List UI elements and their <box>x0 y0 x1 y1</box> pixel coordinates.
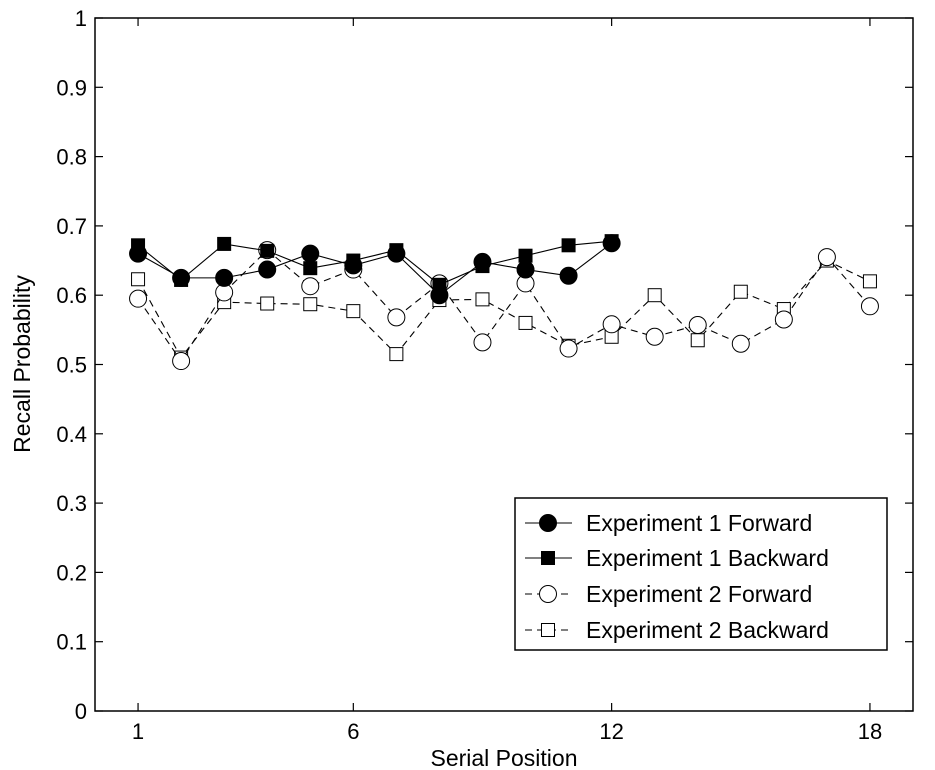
data-point <box>430 286 449 305</box>
data-point <box>387 308 406 327</box>
x-tick-label: 6 <box>347 719 359 744</box>
data-point <box>602 234 621 253</box>
data-point <box>258 260 277 279</box>
data-point <box>645 327 664 346</box>
legend-marker <box>539 514 557 532</box>
data-point <box>688 315 707 334</box>
data-point <box>303 297 318 312</box>
data-point <box>260 296 275 311</box>
legend-label: Experiment 2 Backward <box>586 617 829 643</box>
data-point <box>473 252 492 271</box>
y-tick-label: 0.7 <box>56 214 87 239</box>
legend-item: Experiment 2 Backward <box>525 617 829 643</box>
data-point <box>561 238 576 253</box>
data-point <box>690 333 705 348</box>
axis-ticks: 0 0.1 0.2 0.3 0.4 0.5 0.6 0.7 0.8 0.9 1 1 6 12 18 <box>56 6 913 744</box>
y-tick-label: 0.3 <box>56 491 87 516</box>
data-point <box>301 244 320 263</box>
y-tick-label: 0.8 <box>56 145 87 170</box>
data-point <box>389 347 404 362</box>
legend-marker <box>541 623 555 637</box>
data-point <box>260 243 275 258</box>
series-line <box>137 259 871 359</box>
legend-label: Experiment 1 Forward <box>586 510 812 536</box>
legend-item: Experiment 1 Backward <box>525 545 829 571</box>
data-point <box>518 248 533 263</box>
series-line <box>137 242 612 296</box>
data-point <box>172 268 191 287</box>
data-point <box>647 288 662 303</box>
data-point <box>602 315 621 334</box>
data-point <box>473 333 492 352</box>
data-point <box>387 244 406 263</box>
legend-item: Experiment 1 Forward <box>525 510 812 536</box>
legend: Experiment 1 Forward Experiment 1 Backwar… <box>514 497 888 651</box>
y-tick-label: 1 <box>75 6 87 31</box>
data-point <box>172 352 191 371</box>
y-tick-label: 0.2 <box>56 560 87 585</box>
y-tick-label: 0.1 <box>56 630 87 655</box>
x-axis-title: Serial Position <box>430 745 577 770</box>
legend-box <box>514 497 888 651</box>
data-point <box>217 236 232 251</box>
data-point <box>346 304 361 319</box>
series-line <box>137 249 871 363</box>
data-point <box>731 334 750 353</box>
legend-label: Experiment 1 Backward <box>586 545 829 571</box>
data-point <box>516 260 535 279</box>
y-tick-label: 0.6 <box>56 283 87 308</box>
x-tick-label: 1 <box>132 719 144 744</box>
y-axis-title: Recall Probability <box>9 275 35 453</box>
data-point <box>215 268 234 287</box>
plot-area: 0 0.1 0.2 0.3 0.4 0.5 0.6 0.7 0.8 0.9 1 1 6 12 18 <box>56 6 914 744</box>
y-tick-label: 0.9 <box>56 75 87 100</box>
series-experiment-1-forward <box>129 234 621 305</box>
legend-label: Experiment 2 Forward <box>586 581 812 607</box>
legend-marker <box>541 551 555 565</box>
data-point <box>559 339 578 358</box>
data-point <box>559 266 578 285</box>
data-point <box>475 292 490 307</box>
data-point <box>129 244 148 263</box>
legend-marker <box>539 585 557 603</box>
data-point <box>303 261 318 276</box>
data-point <box>733 284 748 299</box>
y-tick-label: 0.4 <box>56 422 87 447</box>
data-point <box>131 272 146 287</box>
data-point <box>860 297 879 316</box>
data-point <box>774 310 793 329</box>
y-tick-label: 0 <box>75 699 87 724</box>
data-point <box>301 277 320 296</box>
series-experiment-1-backward <box>131 234 619 292</box>
x-tick-label: 12 <box>599 719 623 744</box>
data-point <box>518 315 533 330</box>
series-line <box>137 240 612 286</box>
legend-item: Experiment 2 Forward <box>525 581 812 607</box>
data-point <box>817 248 836 267</box>
data-point <box>129 289 148 308</box>
series-layer <box>129 234 879 371</box>
x-tick-label: 18 <box>858 719 882 744</box>
data-point <box>862 274 877 289</box>
series-experiment-2-backward <box>131 253 877 365</box>
y-tick-label: 0.5 <box>56 353 87 378</box>
data-point <box>344 256 363 275</box>
